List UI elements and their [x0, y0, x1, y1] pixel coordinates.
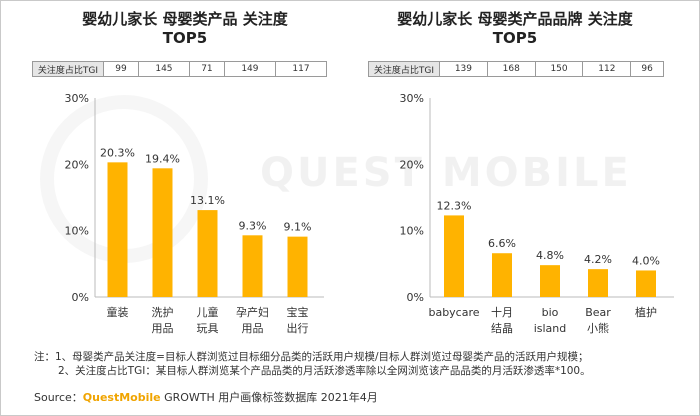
left-chart-bar	[242, 235, 263, 297]
left-chart-data-label: 20.3%	[100, 146, 135, 159]
source-brand: QuestMobile	[82, 391, 161, 404]
right-chart-category-label: 十月	[491, 305, 513, 319]
right-chart-bar	[540, 265, 560, 297]
right-chart-y-tick-label: 30%	[400, 92, 424, 105]
right-chart-y-tick-label: 10%	[400, 225, 424, 238]
left-chart-y-tick-label: 20%	[65, 158, 89, 171]
left-chart-category-label: 用品	[242, 322, 264, 335]
footnote-2: 2、关注度占比TGI：某目标人群浏览某个产品品类的月活跃渗透率除以全网浏览该产品…	[58, 365, 591, 377]
left-tgi-label: 关注度占比TGI	[32, 61, 104, 77]
left-tgi-table: 关注度占比TGI 99 145 71 149 117	[32, 61, 328, 77]
left-tgi-value: 71	[188, 61, 225, 77]
left-tgi-value: 99	[103, 61, 139, 77]
right-chart-category-label: Bear	[585, 306, 611, 319]
left-chart-category-label: 洗护	[152, 305, 174, 319]
left-chart-data-label: 9.3%	[239, 219, 267, 232]
left-chart-bar	[197, 210, 218, 297]
left-tgi-value: 117	[274, 61, 328, 77]
left-tgi-value: 145	[137, 61, 190, 77]
right-chart-category-label: bio	[542, 306, 559, 319]
left-chart-y-tick-label: 0%	[72, 291, 89, 304]
right-chart-data-label: 4.0%	[632, 254, 660, 267]
left-chart-y-tick-label: 30%	[65, 92, 89, 105]
left-chart-data-label: 9.1%	[284, 221, 312, 234]
left-chart-category-label: 儿童	[197, 305, 219, 319]
right-title-line1: 婴幼儿家长 母婴类产品品牌 关注度	[397, 10, 633, 28]
right-chart-category-label: babycare	[428, 306, 479, 319]
right-chart-data-label: 6.6%	[488, 237, 516, 250]
left-chart-category-label: 出行	[287, 321, 309, 335]
watermark-text: QUEST MOBILE	[260, 150, 632, 196]
source-line: Source：QuestMobile GROWTH 用户画像标签数据库 2021…	[34, 389, 378, 405]
left-title-line2: TOP5	[162, 29, 208, 47]
right-chart-data-label: 12.3%	[437, 199, 472, 212]
left-chart-bar	[287, 236, 308, 297]
right-chart-category-label: 植护	[635, 305, 657, 319]
footnotes: 注：1、母婴类产品关注度=目标人群浏览过目标细分品类的活跃用户规模/目标人群浏览…	[34, 350, 591, 378]
left-chart-y-tick-label: 10%	[65, 225, 89, 238]
right-tgi-value: 96	[630, 61, 664, 77]
right-chart-y-tick-label: 0%	[407, 291, 424, 304]
left-chart-bar	[152, 168, 173, 297]
right-title-line2: TOP5	[492, 29, 538, 47]
right-chart-data-label: 4.2%	[584, 253, 612, 266]
right-chart-bar	[492, 253, 512, 297]
right-chart-bar	[588, 269, 608, 297]
source-prefix: Source：	[34, 391, 83, 404]
right-tgi-row: 关注度占比TGI 139 168 150 112 96	[368, 61, 664, 77]
left-title-line1: 婴幼儿家长 母婴类产品 关注度	[82, 10, 288, 28]
left-chart-title: 婴幼儿家长 母婴类产品 关注度 TOP5	[25, 10, 345, 48]
right-tgi-label: 关注度占比TGI	[368, 61, 440, 77]
right-tgi-value: 112	[582, 61, 632, 77]
left-chart-category-label: 童装	[107, 305, 129, 319]
right-chart-category-label: 结晶	[491, 322, 513, 335]
left-tgi-row: 关注度占比TGI 99 145 71 149 117	[32, 61, 328, 77]
footnote-1: 注：1、母婴类产品关注度=目标人群浏览过目标细分品类的活跃用户规模/目标人群浏览…	[34, 351, 589, 363]
left-chart-bar	[107, 162, 128, 297]
right-chart-data-label: 4.8%	[536, 249, 564, 262]
left-chart-category-label: 用品	[152, 322, 174, 335]
right-chart-category-label: island	[534, 322, 567, 335]
right-chart-category-label: 小熊	[587, 321, 609, 335]
right-chart-title: 婴幼儿家长 母婴类产品品牌 关注度 TOP5	[355, 10, 675, 48]
right-chart-y-tick-label: 20%	[400, 158, 424, 171]
left-chart-data-label: 13.1%	[190, 194, 225, 207]
right-tgi-table: 关注度占比TGI 139 168 150 112 96	[368, 61, 664, 77]
right-chart-bar	[636, 270, 656, 297]
left-chart-category-label: 玩具	[197, 322, 219, 335]
source-rest: GROWTH 用户画像标签数据库 2021年4月	[160, 391, 378, 404]
left-chart-data-label: 19.4%	[145, 152, 180, 165]
left-chart-category-label: 宝宝	[287, 305, 309, 319]
right-chart-bar	[444, 215, 464, 297]
left-chart-category-label: 孕产妇	[236, 305, 269, 319]
